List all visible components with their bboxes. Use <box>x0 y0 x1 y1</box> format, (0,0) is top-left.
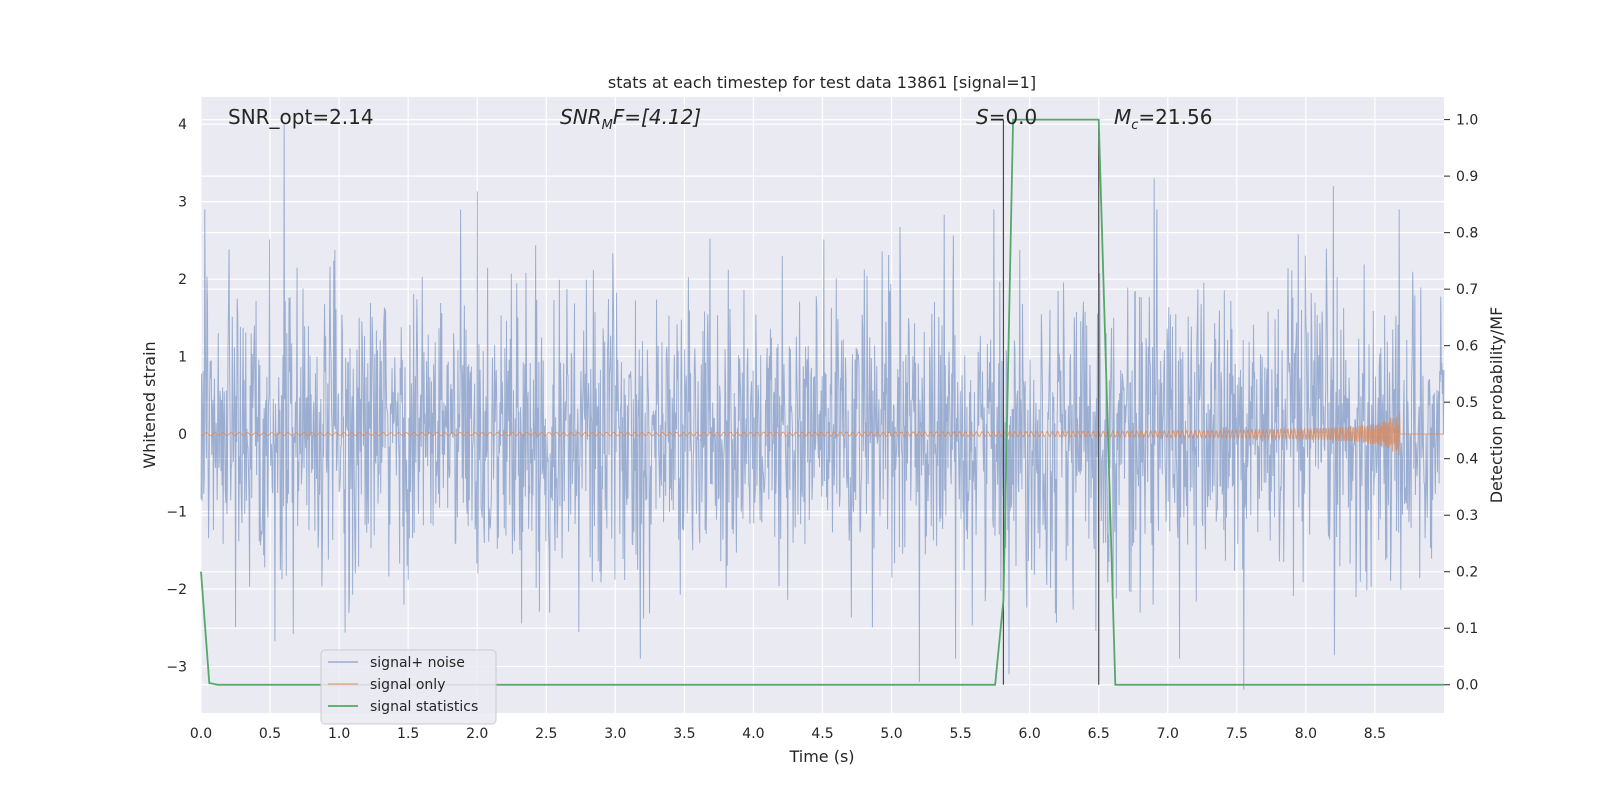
annotation-mc: Mc=21.56 <box>1114 105 1212 133</box>
x-tick-label: 2.0 <box>466 726 488 742</box>
x-tick-label: 7.5 <box>1226 726 1248 742</box>
y-tick-label-right: 0.5 <box>1456 395 1478 411</box>
annotation-snr-mf: SNRMF=[4.12] <box>560 105 701 133</box>
legend-label-signal-statistics: signal statistics <box>370 699 478 715</box>
x-tick-label: 0.0 <box>190 726 212 742</box>
x-tick-label: 3.0 <box>604 726 626 742</box>
y-tick-label-left: −1 <box>166 505 187 521</box>
tick-labels: 0.0 0.5 1.0 1.5 2.0 2.5 3.0 3.5 4.0 4.5 5.0 5.5 6.0 6… <box>166 113 1478 742</box>
y-tick-label-right: 0.2 <box>1456 565 1478 581</box>
y-tick-label-right: 0.3 <box>1456 508 1478 524</box>
y-tick-label-left: 4 <box>178 117 187 133</box>
legend-box <box>320 649 497 725</box>
y-tick-label-right: 0.7 <box>1456 282 1478 298</box>
annotation-s: S=0.0 <box>976 105 1037 129</box>
series-signal-only <box>200 412 1444 456</box>
x-tick-label: 4.0 <box>742 726 764 742</box>
x-tick-label: 1.0 <box>328 726 350 742</box>
x-tick-label: 1.5 <box>397 726 419 742</box>
y-tick-label-left: 3 <box>178 195 187 211</box>
x-tick-label: 3.5 <box>673 726 695 742</box>
y-axis-label-left: Whitened strain <box>140 341 159 468</box>
y-tick-label-left: −2 <box>166 582 187 598</box>
y-tick-label-left: 0 <box>178 427 187 443</box>
x-tick-label: 5.5 <box>949 726 971 742</box>
y-tick-label-right: 0.0 <box>1456 678 1478 694</box>
signal-statistics-line <box>200 118 1444 686</box>
y-tick-label-right: 0.9 <box>1456 169 1478 185</box>
x-tick-label: 8.0 <box>1295 726 1317 742</box>
y-tick-label-right: 0.1 <box>1456 621 1478 637</box>
legend-label-signal-noise: signal+ noise <box>370 655 465 671</box>
x-tick-label: 6.0 <box>1019 726 1041 742</box>
y-tick-label-left: −3 <box>166 660 187 676</box>
chart-title: stats at each timestep for test data 138… <box>608 73 1036 92</box>
annotation-snr-opt: SNR_opt=2.14 <box>228 105 374 129</box>
y-tick-label-left: 1 <box>178 350 187 366</box>
legend-label-signal-only: signal only <box>370 677 445 693</box>
y-tick-label-right: 0.6 <box>1456 339 1478 355</box>
x-tick-label: 6.5 <box>1088 726 1110 742</box>
x-tick-label: 2.5 <box>535 726 557 742</box>
x-axis-label: Time (s) <box>788 747 854 766</box>
x-tick-label: 0.5 <box>259 726 281 742</box>
y-tick-label-right: 0.4 <box>1456 452 1478 468</box>
y-tick-label-right: 1.0 <box>1456 113 1478 129</box>
y-tick-label-right: 0.8 <box>1456 226 1478 242</box>
x-tick-label: 7.0 <box>1157 726 1179 742</box>
legend: signal+ noise signal only signal statist… <box>320 649 497 725</box>
x-tick-label: 5.0 <box>880 726 902 742</box>
y-tick-label-left: 2 <box>178 272 187 288</box>
x-tick-label: 4.5 <box>811 726 833 742</box>
signal-only-line <box>200 412 1444 456</box>
x-tick-label: 8.5 <box>1364 726 1386 742</box>
series-signal-statistics <box>200 118 1444 686</box>
y-axis-label-right: Detection probability/MF <box>1487 307 1506 504</box>
